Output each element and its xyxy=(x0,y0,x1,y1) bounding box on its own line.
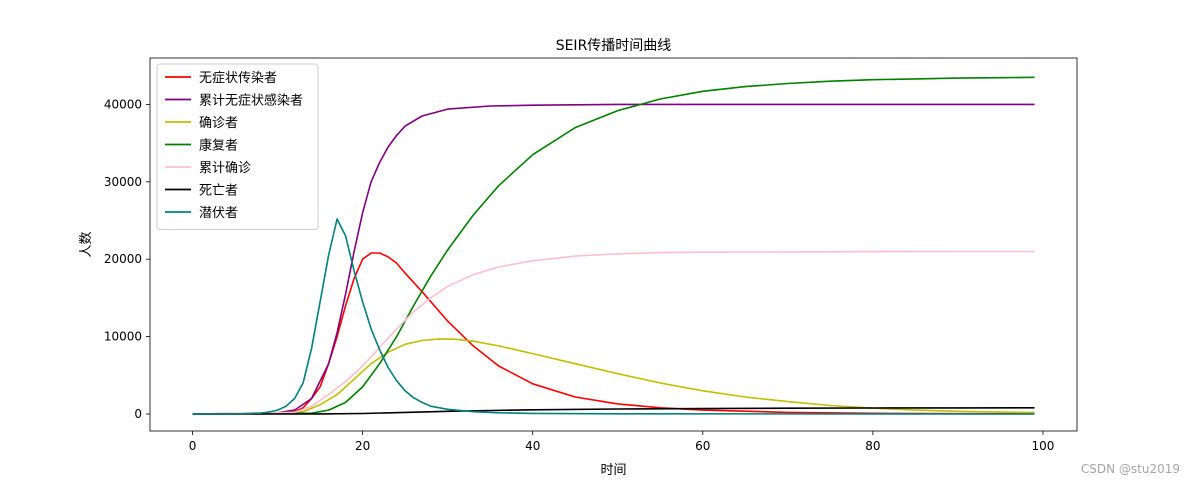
series-line-4 xyxy=(192,250,1035,415)
x-tick-label-2: 40 xyxy=(525,439,540,453)
legend-label-5: 死亡者 xyxy=(199,184,238,199)
x-tick-label-1: 20 xyxy=(355,439,370,453)
y-tick-label-2: 20000 xyxy=(104,252,142,266)
chart-title: SEIR传播时间曲线 xyxy=(556,38,672,54)
series-line-3 xyxy=(192,76,1035,415)
legend-label-2: 确诊者 xyxy=(199,116,238,131)
legend-label-4: 累计确诊 xyxy=(199,161,251,176)
x-axis-label: 时间 xyxy=(600,463,626,478)
x-tick-label-3: 60 xyxy=(695,439,710,453)
legend-label-6: 潜伏者 xyxy=(199,206,238,221)
x-tick-label-0: 0 xyxy=(189,439,197,453)
plot-frame xyxy=(149,57,1078,432)
legend-label-1: 累计无症状感染者 xyxy=(199,93,303,109)
series-line-6 xyxy=(192,218,1035,415)
x-tick-label-5: 100 xyxy=(1032,439,1055,453)
series-line-1 xyxy=(192,103,1035,415)
watermark: CSDN @stu2019 xyxy=(1080,462,1180,476)
y-tick-label-0: 0 xyxy=(134,407,142,421)
y-tick-label-1: 10000 xyxy=(104,330,142,344)
series-line-0 xyxy=(192,252,1035,415)
legend-box xyxy=(156,63,319,230)
legend-label-0: 无症状传染者 xyxy=(199,71,277,86)
y-tick-label-3: 30000 xyxy=(104,175,142,189)
series-line-5 xyxy=(192,407,1035,415)
y-tick-label-4: 40000 xyxy=(104,97,142,111)
y-axis-label: 人数 xyxy=(79,231,94,257)
legend-label-3: 康复者 xyxy=(199,138,238,154)
x-tick-label-4: 80 xyxy=(865,439,880,453)
